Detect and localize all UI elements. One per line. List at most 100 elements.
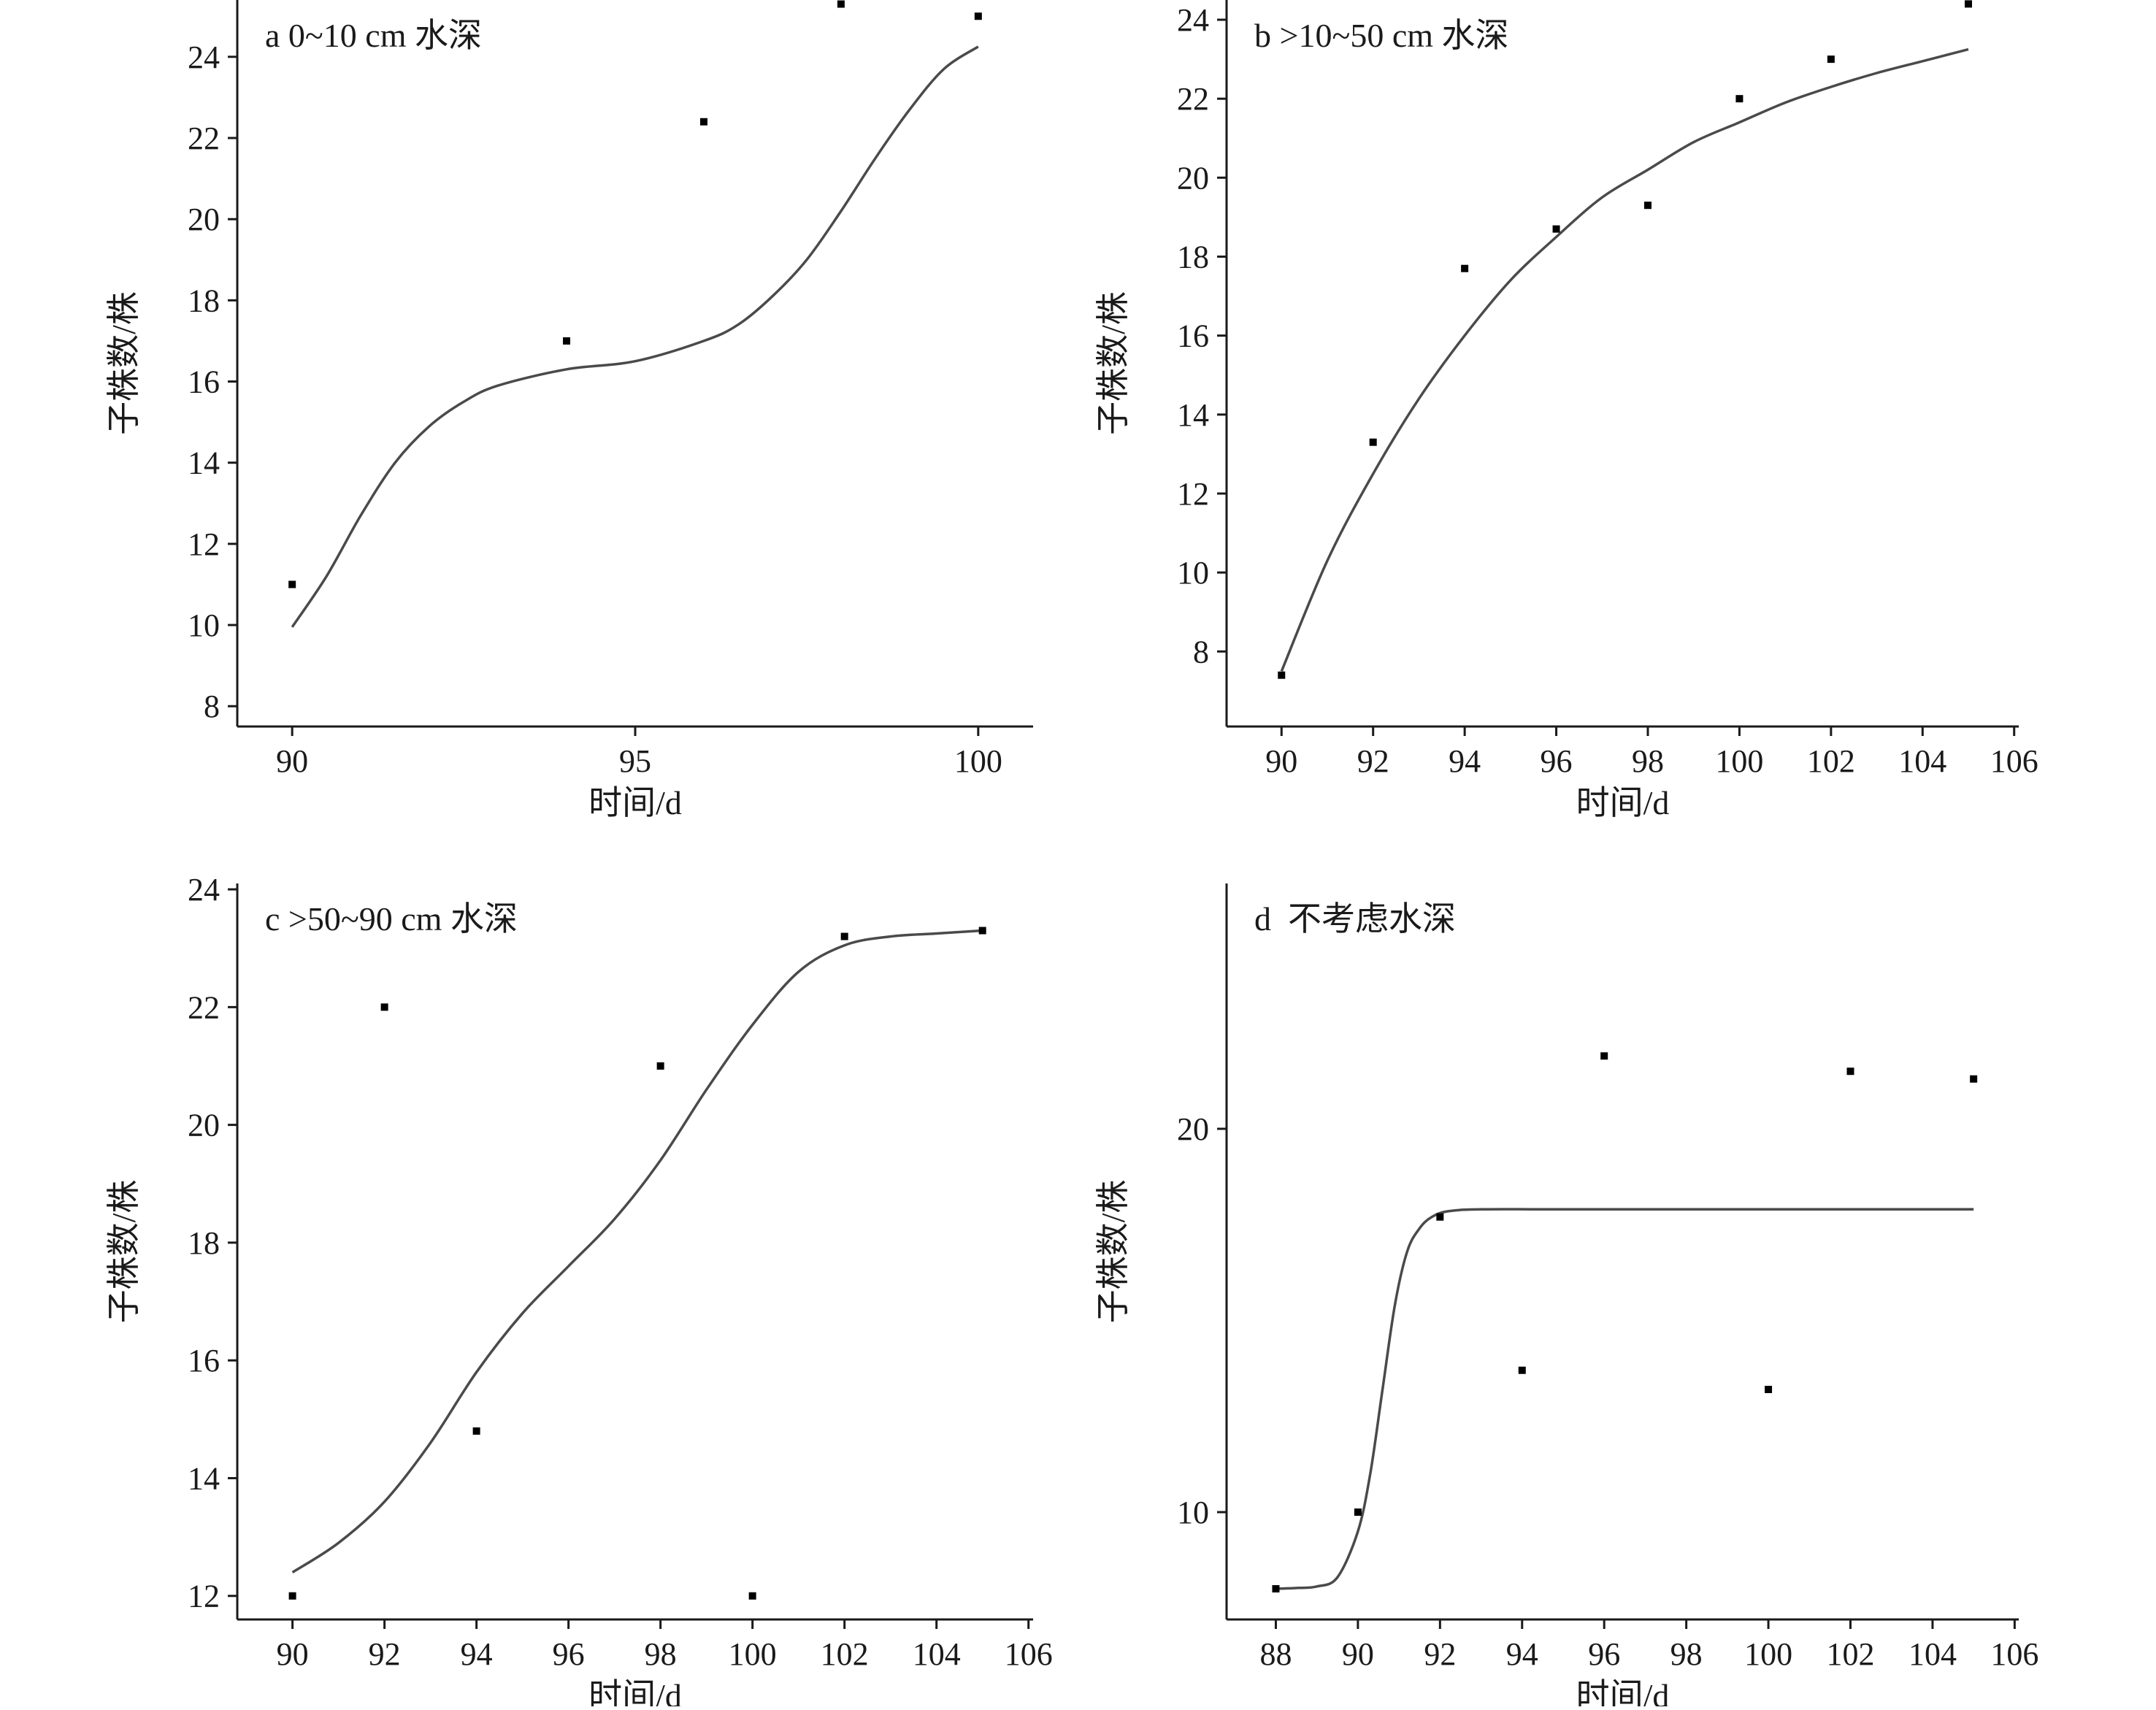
data-point-b bbox=[1552, 225, 1560, 233]
y-tick-label-b: 18 bbox=[1177, 239, 1209, 275]
data-point-d bbox=[1354, 1508, 1362, 1516]
fit-curve-d bbox=[1275, 1208, 1974, 1590]
data-point-a bbox=[563, 337, 571, 345]
y-tick-label-c: 12 bbox=[188, 1579, 220, 1614]
x-tick-label-c: 104 bbox=[913, 1636, 961, 1672]
y-tick-label-b: 14 bbox=[1177, 397, 1209, 433]
x-tick-label-c: 96 bbox=[553, 1636, 585, 1672]
x-tick-label-c: 90 bbox=[277, 1636, 309, 1672]
y-axis-title-d: 子株数/株 bbox=[1094, 1180, 1132, 1324]
y-tick-label-a: 18 bbox=[188, 283, 220, 318]
y-tick-label-a: 14 bbox=[188, 445, 220, 481]
x-tick-label-c: 100 bbox=[729, 1636, 777, 1672]
y-tick-label-b: 8 bbox=[1193, 634, 1209, 670]
x-tick-label-b: 94 bbox=[1449, 743, 1481, 779]
y-tick-label-c: 16 bbox=[188, 1343, 220, 1379]
x-tick-label-c: 106 bbox=[1005, 1636, 1053, 1672]
data-point-d bbox=[1970, 1075, 1978, 1083]
y-tick-label-b: 12 bbox=[1177, 476, 1209, 512]
data-point-d bbox=[1765, 1386, 1773, 1393]
y-axis-title-b: 子株数/株 bbox=[1094, 291, 1132, 435]
x-axis-title-a: 时间/d bbox=[588, 784, 682, 821]
fit-curve-c bbox=[291, 929, 983, 1573]
x-tick-label-d: 106 bbox=[1990, 1636, 2038, 1672]
x-axis-title-d: 时间/d bbox=[1576, 1677, 1670, 1706]
x-tick-label-d: 94 bbox=[1506, 1636, 1538, 1672]
x-tick-label-a: 90 bbox=[276, 743, 308, 779]
x-tick-label-b: 98 bbox=[1632, 743, 1664, 779]
y-tick-label-a: 8 bbox=[204, 689, 220, 724]
data-point-a bbox=[837, 0, 845, 8]
y-tick-label-d: 20 bbox=[1177, 1111, 1209, 1147]
panel-title-b: b >10~50 cm 水深 bbox=[1254, 17, 1509, 54]
x-tick-label-d: 92 bbox=[1424, 1636, 1456, 1672]
panel-title-a: a 0~10 cm 水深 bbox=[265, 17, 482, 54]
x-tick-label-b: 96 bbox=[1541, 743, 1573, 779]
x-tick-label-d: 88 bbox=[1259, 1636, 1292, 1672]
x-tick-label-c: 92 bbox=[369, 1636, 401, 1672]
x-tick-label-d: 98 bbox=[1670, 1636, 1703, 1672]
data-point-d bbox=[1436, 1213, 1444, 1221]
data-point-c bbox=[472, 1427, 480, 1435]
x-tick-label-c: 98 bbox=[645, 1636, 677, 1672]
fit-curve-b bbox=[1280, 47, 1969, 672]
y-tick-label-a: 10 bbox=[188, 607, 220, 643]
y-tick-label-c: 14 bbox=[188, 1460, 220, 1496]
data-point-c bbox=[656, 1062, 664, 1070]
data-point-b bbox=[1827, 55, 1835, 64]
y-tick-label-c: 20 bbox=[188, 1108, 220, 1143]
x-tick-label-b: 104 bbox=[1898, 743, 1946, 779]
data-point-b bbox=[1278, 671, 1286, 679]
panel-a: 90 95 100 8 10 12 14 16 18 20 22 24 时间/d 子株数/株 a 0~10 … bbox=[105, 0, 1033, 821]
x-tick-label-d: 96 bbox=[1588, 1636, 1620, 1672]
x-tick-label-b: 92 bbox=[1357, 743, 1389, 779]
y-tick-label-c: 24 bbox=[188, 872, 220, 908]
panel-title-c: c >50~90 cm 水深 bbox=[265, 900, 518, 938]
y-tick-label-d: 10 bbox=[1177, 1495, 1209, 1530]
x-tick-label-d: 100 bbox=[1744, 1636, 1792, 1672]
data-point-b bbox=[1369, 438, 1377, 446]
x-tick-label-b: 100 bbox=[1715, 743, 1763, 779]
data-point-a bbox=[288, 580, 296, 588]
data-point-b bbox=[1643, 202, 1651, 210]
y-tick-label-b: 16 bbox=[1177, 318, 1209, 354]
data-point-c bbox=[978, 927, 986, 935]
y-tick-label-c: 22 bbox=[188, 989, 220, 1025]
y-axis-title-c: 子株数/株 bbox=[105, 1180, 142, 1324]
panel-d: 88 90 92 94 96 98 100 102 104 106 10 20 时间/d 子株数/株 d 不… bbox=[1094, 883, 2038, 1710]
y-tick-label-b: 24 bbox=[1177, 2, 1209, 38]
x-tick-label-c: 102 bbox=[821, 1636, 869, 1672]
x-tick-label-c: 94 bbox=[461, 1636, 493, 1672]
y-tick-label-c: 18 bbox=[188, 1225, 220, 1261]
data-point-d bbox=[1518, 1366, 1526, 1374]
x-tick-label-b: 102 bbox=[1807, 743, 1855, 779]
y-axis-title-a: 子株数/株 bbox=[105, 291, 142, 435]
x-axis-title-b: 时间/d bbox=[1576, 784, 1670, 821]
data-point-c bbox=[288, 1592, 296, 1600]
y-tick-label-a: 24 bbox=[188, 39, 220, 75]
x-tick-label-d: 90 bbox=[1342, 1636, 1374, 1672]
data-point-b bbox=[1461, 264, 1469, 272]
y-tick-label-b: 10 bbox=[1177, 555, 1209, 591]
data-point-c bbox=[840, 932, 848, 940]
data-point-d bbox=[1272, 1585, 1280, 1592]
x-tick-label-b: 90 bbox=[1265, 743, 1297, 779]
data-point-a bbox=[974, 12, 982, 20]
x-tick-label-d: 102 bbox=[1827, 1636, 1875, 1672]
x-tick-label-a: 100 bbox=[954, 743, 1002, 779]
y-tick-label-a: 20 bbox=[188, 202, 220, 237]
y-tick-label-a: 22 bbox=[188, 120, 220, 156]
x-tick-label-a: 95 bbox=[619, 743, 651, 779]
x-axis-title-c: 时间/d bbox=[588, 1677, 682, 1706]
y-tick-label-b: 22 bbox=[1177, 81, 1209, 117]
panel-title-d: d 不考虑水深 bbox=[1254, 900, 1456, 938]
data-point-d bbox=[1846, 1067, 1854, 1076]
data-point-d bbox=[1600, 1052, 1608, 1060]
panel-c: 90 92 94 96 98 100 102 104 106 12 14 16 18 20 22 24 时间/d… bbox=[105, 872, 1053, 1710]
data-point-c bbox=[380, 1003, 388, 1011]
data-point-c bbox=[748, 1592, 756, 1600]
y-tick-label-a: 16 bbox=[188, 364, 220, 400]
x-tick-label-b: 106 bbox=[1990, 743, 2038, 779]
data-point-a bbox=[699, 118, 707, 126]
